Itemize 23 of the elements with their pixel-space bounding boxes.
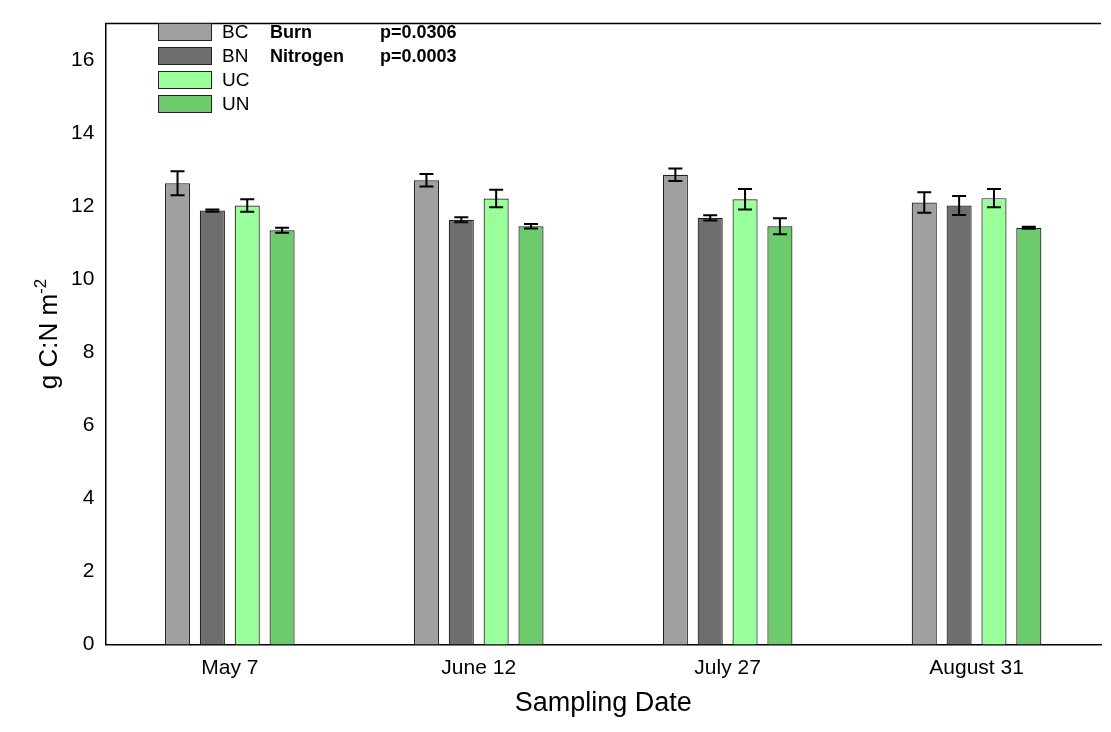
y-tick-label: 14 xyxy=(71,119,95,143)
y-tick-label: 0 xyxy=(82,631,95,655)
y-tick-label: 4 xyxy=(82,485,95,509)
y-tick-label: 16 xyxy=(71,46,95,70)
x-tick-label: July 27 xyxy=(694,654,761,678)
y-axis-title: g C:N m-2 xyxy=(31,278,63,390)
legend-label: BN xyxy=(222,45,249,67)
y-tick-label: 8 xyxy=(82,339,95,363)
y-tick-label: 2 xyxy=(82,558,95,582)
y-tick-label: 6 xyxy=(82,412,95,436)
annotation: p=0.0306 xyxy=(380,21,457,43)
y-tick-label: 10 xyxy=(71,266,95,290)
legend-label: UC xyxy=(222,69,250,91)
annotation: Burn xyxy=(270,21,313,43)
x-tick-label: May 7 xyxy=(201,654,259,678)
x-tick-label: June 12 xyxy=(441,654,517,678)
x-axis-title: Sampling Date xyxy=(514,687,692,718)
x-tick-label: August 31 xyxy=(929,654,1024,678)
legend-label: BC xyxy=(222,21,249,43)
y-tick-label: 12 xyxy=(71,192,95,216)
legend-label: UN xyxy=(222,93,250,115)
annotation: p=0.0003 xyxy=(380,45,457,67)
annotation: Nitrogen xyxy=(270,45,345,67)
